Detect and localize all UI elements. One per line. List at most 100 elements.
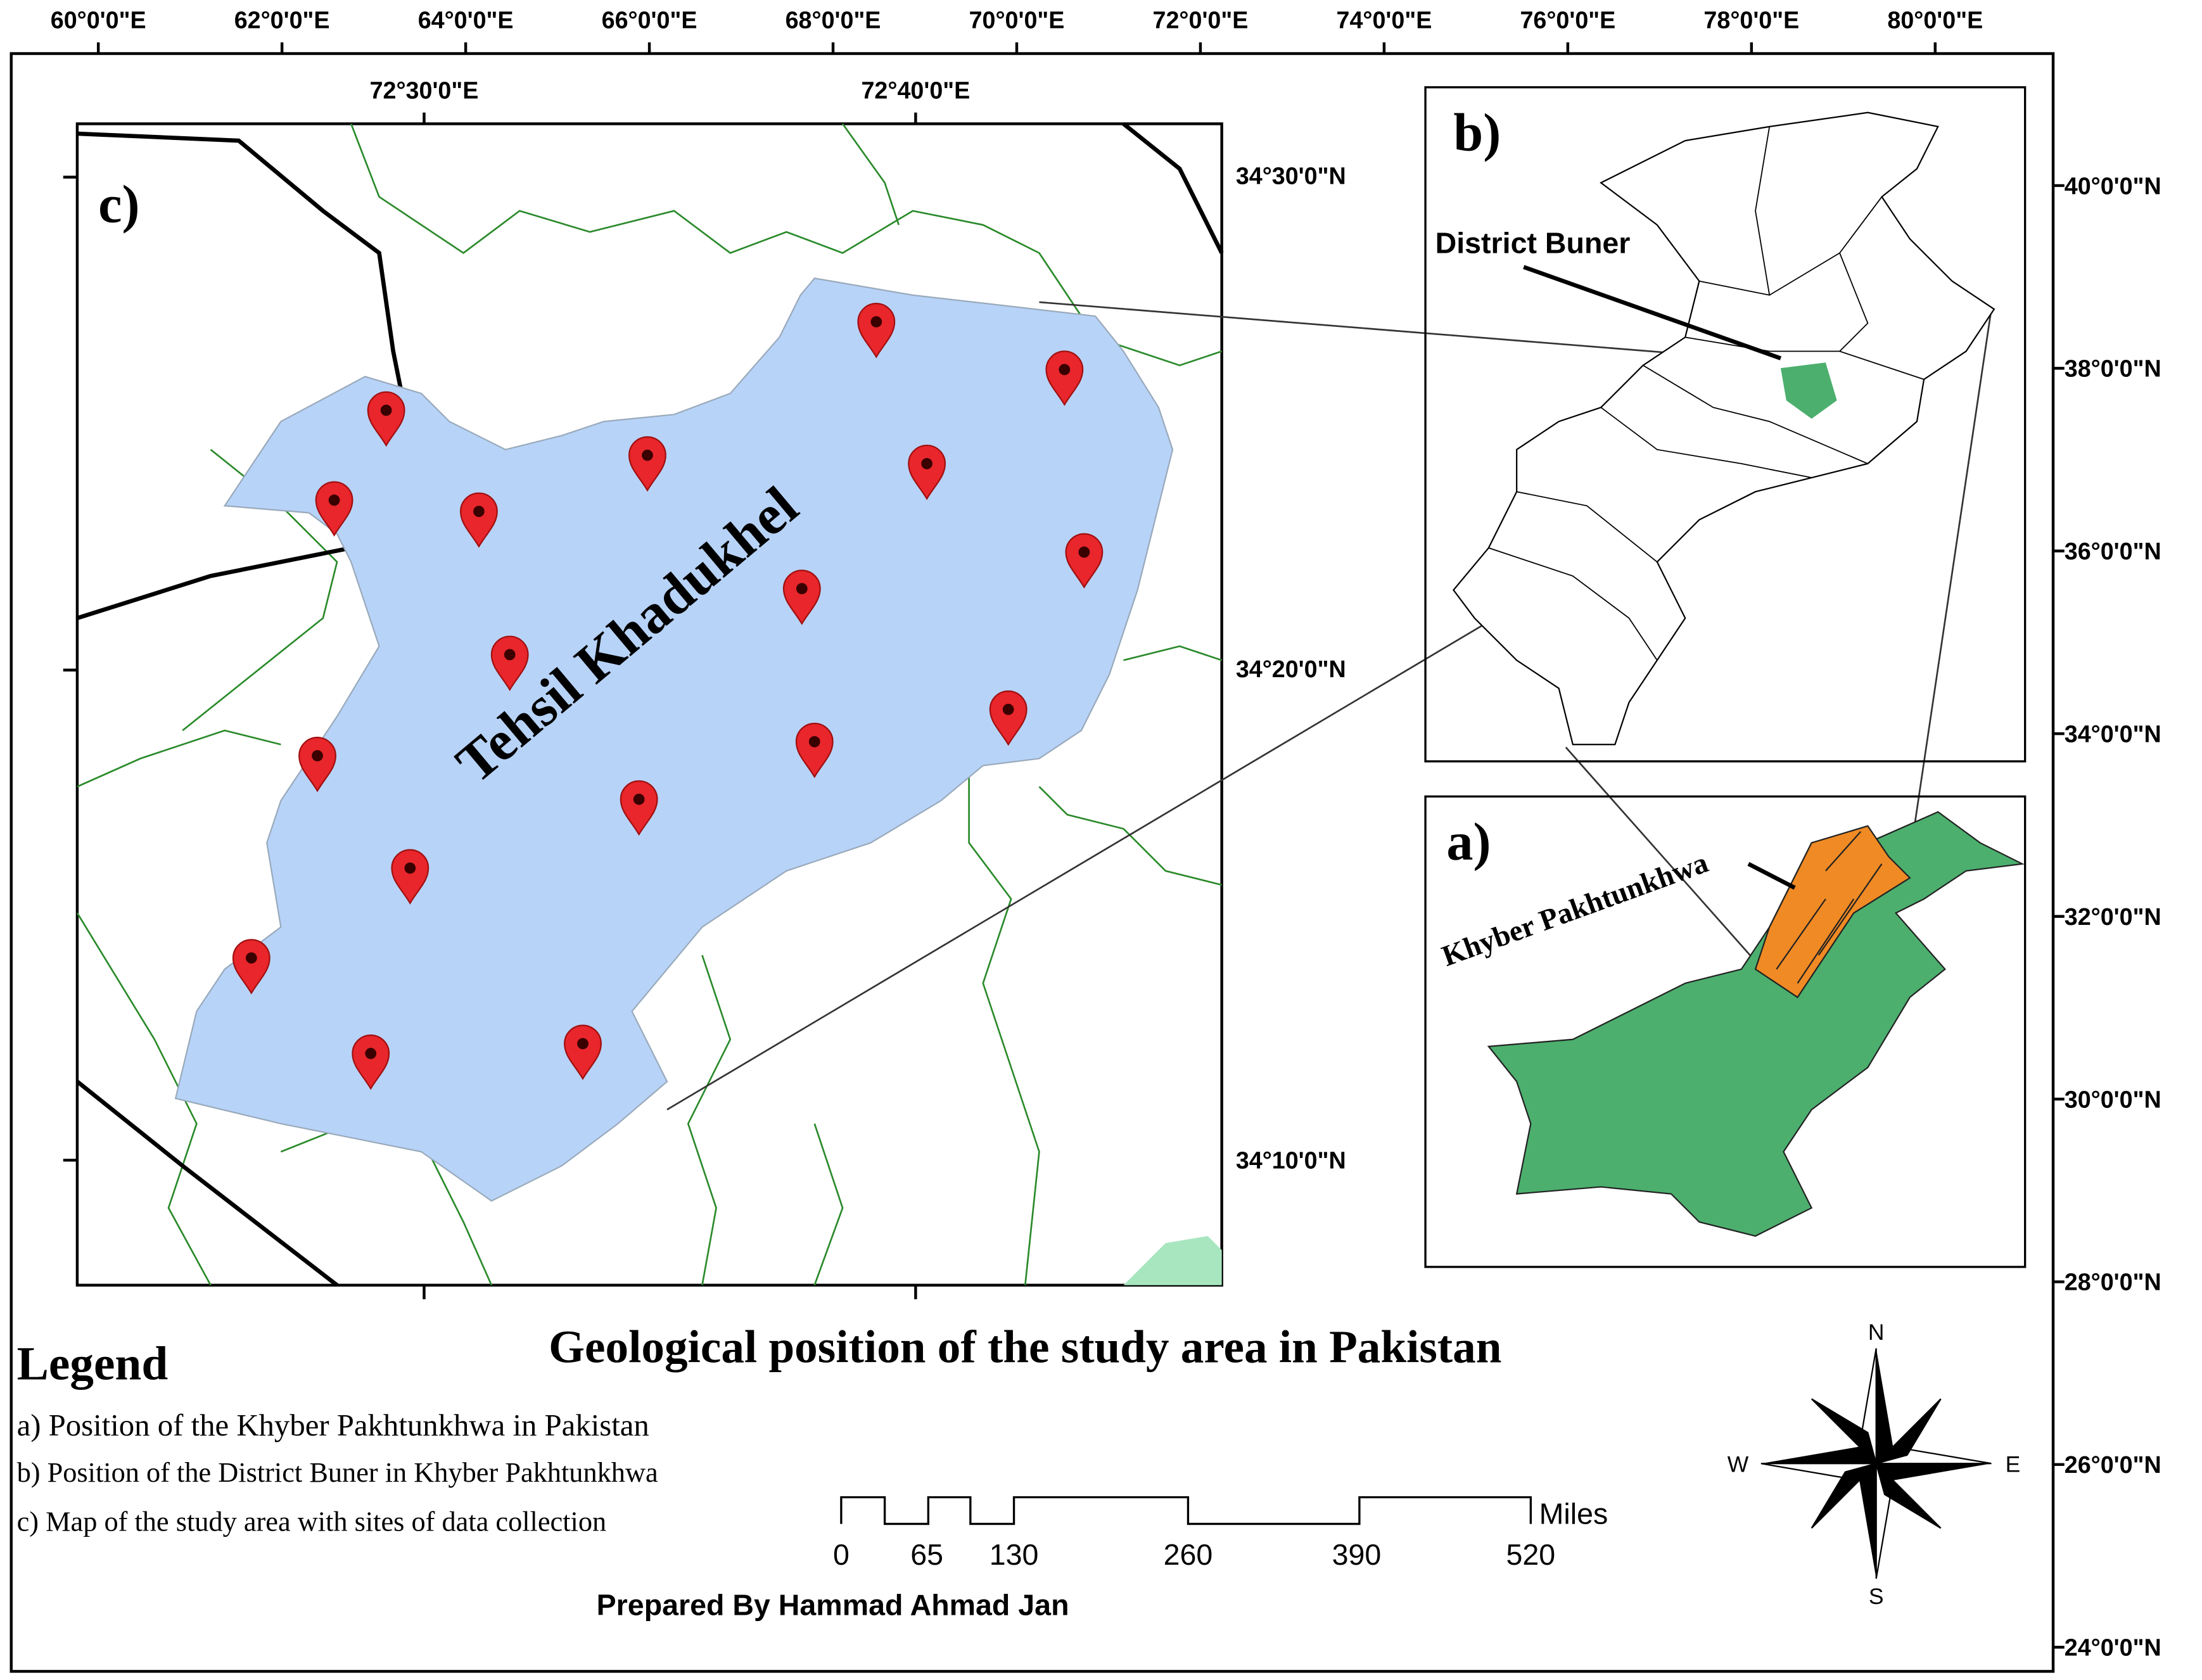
scale-label: 260: [1164, 1538, 1213, 1571]
pin-dot: [504, 649, 516, 661]
lat-label: 34°0'0"N: [2065, 720, 2161, 747]
site-pin: [315, 481, 353, 537]
pin-dot: [808, 735, 820, 748]
pin-dot: [380, 404, 392, 416]
site-pin: [857, 303, 896, 359]
site-pin: [490, 635, 529, 691]
lat-label: 24°0'0"N: [2065, 1634, 2161, 1661]
lon-label: 72°40'0"E: [861, 77, 970, 104]
site-pin: [628, 436, 666, 492]
pin-dot: [1078, 546, 1090, 558]
scale-label: 520: [1506, 1538, 1556, 1571]
lon-label: 62°0'0"E: [234, 7, 330, 34]
site-pin: [620, 780, 658, 836]
pin-dot: [1002, 703, 1014, 715]
pin-body: [1045, 350, 1084, 406]
panel-a-frame: [1424, 795, 2027, 1268]
lat-label: 30°0'0"N: [2065, 1086, 2161, 1112]
lon-label: 68°0'0"E: [786, 7, 881, 34]
pin-body: [620, 780, 658, 836]
lat-label: 32°0'0"N: [2065, 903, 2161, 930]
lon-label: 60°0'0"E: [51, 7, 146, 34]
khyber-pakhtunkhwa: [1754, 825, 1911, 998]
compass-n: N: [1868, 1320, 1885, 1345]
pin-body: [564, 1024, 602, 1081]
lon-label: 80°0'0"E: [1887, 7, 1983, 34]
pin-body: [628, 436, 666, 492]
lat-label: 36°0'0"N: [2065, 538, 2161, 564]
pin-dot: [921, 458, 932, 469]
lon-label: 64°0'0"E: [418, 7, 514, 34]
pin-dot: [642, 449, 653, 461]
lat-label: 40°0'0"N: [2065, 172, 2161, 199]
pin-dot: [1059, 364, 1071, 376]
pin-dot: [473, 506, 485, 518]
panel-label: a): [1446, 813, 1491, 872]
pin-body: [391, 849, 430, 905]
legend-item: b) Position of the District Buner in Khy…: [17, 1456, 658, 1488]
lon-label: 70°0'0"E: [969, 7, 1065, 34]
lat-label: 34°20'0"N: [1236, 656, 1346, 682]
site-pin: [782, 570, 821, 625]
lon-label: 72°0'0"E: [1153, 7, 1249, 34]
pin-body: [782, 570, 821, 625]
scale-segments: [840, 1496, 1532, 1525]
site-pin: [795, 722, 834, 779]
hatch: [1776, 830, 1883, 984]
scale-label: 65: [910, 1538, 943, 1571]
scale-label: 0: [833, 1538, 850, 1571]
pin-body: [352, 1034, 390, 1090]
legend-item: c) Map of the study area with sites of d…: [17, 1506, 607, 1537]
pin-body: [315, 481, 353, 537]
district-lines: [1488, 126, 1925, 661]
pin-dot: [312, 750, 323, 761]
lat-label: 38°0'0"N: [2065, 355, 2161, 382]
lat-label: 34°30'0"N: [1236, 163, 1346, 189]
legend-title: Legend: [17, 1337, 169, 1390]
lon-label: 76°0'0"E: [1520, 7, 1615, 34]
site-pin: [352, 1034, 390, 1090]
lat-label: 34°10'0"N: [1236, 1147, 1346, 1174]
pin-dot: [328, 494, 340, 506]
pin-dot: [365, 1048, 377, 1059]
district-buner: [1780, 362, 1837, 419]
water: [1123, 1236, 1222, 1285]
scale-unit: Miles: [1539, 1498, 1608, 1530]
legend-item: a) Position of the Khyber Pakhtunkhwa in…: [17, 1408, 649, 1442]
study-area: [174, 277, 1174, 1202]
pin-dot: [245, 952, 257, 964]
lat-label: 28°0'0"N: [2065, 1269, 2161, 1295]
lat-label: 26°0'0"N: [2065, 1451, 2161, 1478]
panel-c-ticks: [63, 112, 917, 1299]
scale-label: 130: [990, 1538, 1039, 1571]
lon-label: 72°30'0"E: [370, 77, 479, 104]
outer-frame: [10, 52, 2055, 1673]
site-pin: [908, 445, 946, 500]
compass-w: W: [1728, 1452, 1749, 1477]
pin-dot: [577, 1038, 589, 1050]
panel-b-frame: [1424, 86, 2027, 763]
pin-body: [298, 737, 336, 792]
site-pin: [232, 939, 270, 995]
compass-e: E: [2006, 1452, 2021, 1477]
site-pin: [1065, 533, 1104, 589]
panel-b: b) District Buner: [1424, 86, 2027, 763]
site-pin: [298, 737, 336, 792]
north-arrow: N E S W: [1728, 1320, 2021, 1609]
scale-labels: 0 65 130 260 390 520: [833, 1538, 1555, 1571]
pointer-arrow: [1747, 862, 1796, 890]
pointer-arrow: [1523, 265, 1782, 360]
pin-body: [1065, 533, 1104, 589]
site-pin: [989, 690, 1028, 746]
frame-ticks: [96, 42, 2065, 1649]
pin-body: [232, 939, 270, 995]
scale-label: 390: [1332, 1538, 1382, 1571]
scale-bar: Miles 0 65 130 260 390 520: [833, 1496, 1608, 1571]
pin-dot: [870, 316, 882, 328]
pin-body: [795, 722, 834, 779]
lon-label: 74°0'0"E: [1337, 7, 1432, 34]
panel-c: Tehsil Khadukhel c) 72°30'0"E 72°40'0"E …: [63, 77, 1346, 1299]
compass-s: S: [1869, 1584, 1884, 1609]
pin-dot: [796, 583, 808, 595]
